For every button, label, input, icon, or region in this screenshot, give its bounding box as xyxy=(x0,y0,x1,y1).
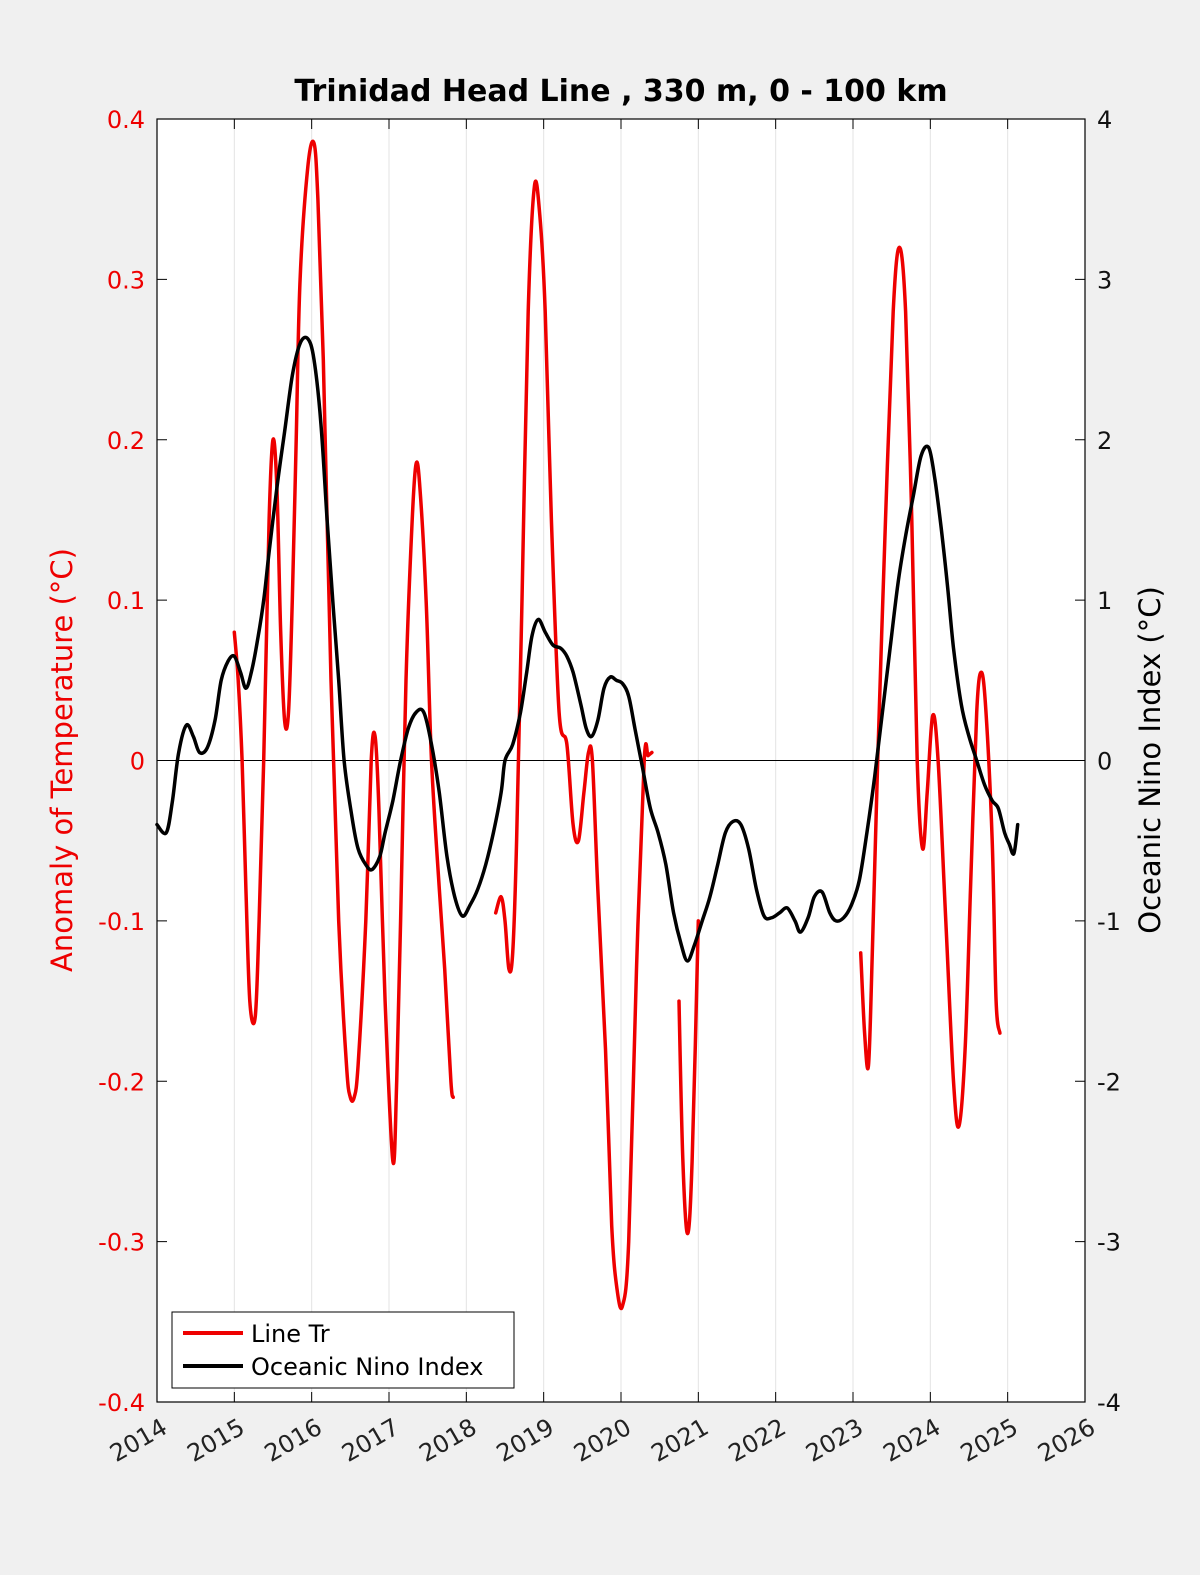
y-left-tick-label: -0.2 xyxy=(98,1068,145,1096)
y-left-tick-label: 0.3 xyxy=(107,266,145,294)
x-tick-label-2015: 2015 xyxy=(182,1413,249,1468)
x-tick-label-2022: 2022 xyxy=(724,1413,791,1468)
y-axis-left-label: Anomaly of Temperature (°C) xyxy=(45,548,79,972)
y-right-tick-label: -4 xyxy=(1097,1389,1121,1417)
series-line-tr xyxy=(232,139,1002,1311)
y-right-tick-label: -3 xyxy=(1097,1229,1121,1257)
series-oceanic-nino-index xyxy=(155,335,1020,963)
y-left-tick-label: -0.1 xyxy=(98,908,145,936)
x-tick-label-2016: 2016 xyxy=(260,1413,327,1468)
y-right-tick-label: -2 xyxy=(1097,1068,1121,1096)
series-line-segment xyxy=(677,919,701,1236)
x-tick-label-2017: 2017 xyxy=(337,1413,404,1468)
y-right-tick-label: 0 xyxy=(1097,748,1112,776)
y-right-tick-label: 3 xyxy=(1097,266,1112,294)
series-line-segment xyxy=(858,245,1002,1129)
series-line-segment xyxy=(493,179,654,1311)
x-tick-label-2026: 2026 xyxy=(1033,1413,1100,1468)
y-right-tick-label: 1 xyxy=(1097,587,1112,615)
y-left-tick-label: -0.3 xyxy=(98,1229,145,1257)
y-left-tick-label: 0 xyxy=(130,748,145,776)
series-line-segment xyxy=(155,335,1020,963)
x-tick-label-2023: 2023 xyxy=(801,1413,868,1468)
legend-box xyxy=(171,1311,515,1389)
series-layer xyxy=(155,139,1020,1311)
x-tick-label-2025: 2025 xyxy=(956,1413,1023,1468)
y-left-tick-label: -0.4 xyxy=(98,1389,145,1417)
legend: Line Tr Oceanic Nino Index xyxy=(171,1311,515,1389)
y-left-tick-label: 0.1 xyxy=(107,587,145,615)
x-tick-label-2021: 2021 xyxy=(646,1413,713,1468)
y-right-tick-label: 4 xyxy=(1097,106,1112,134)
y-left-tick-label: 0.4 xyxy=(107,106,145,134)
x-tick-label-2018: 2018 xyxy=(414,1413,481,1468)
chart-title: Trinidad Head Line , 330 m, 0 - 100 km xyxy=(294,74,947,109)
x-tick-label-2014: 2014 xyxy=(105,1413,172,1468)
y-right-tick-label: -1 xyxy=(1097,908,1121,936)
x-tick-label-2024: 2024 xyxy=(878,1413,945,1468)
series-line-segment xyxy=(232,139,455,1166)
y-right-tick-label: 2 xyxy=(1097,427,1112,455)
legend-label-oni: Oceanic Nino Index xyxy=(251,1353,483,1381)
legend-label-line-tr: Line Tr xyxy=(251,1320,330,1348)
x-tick-label-2020: 2020 xyxy=(569,1413,636,1468)
y-axis-right-label: Oceanic Nino Index (°C) xyxy=(1133,586,1167,934)
y-left-tick-label: 0.2 xyxy=(107,427,145,455)
x-tick-label-2019: 2019 xyxy=(492,1413,559,1468)
